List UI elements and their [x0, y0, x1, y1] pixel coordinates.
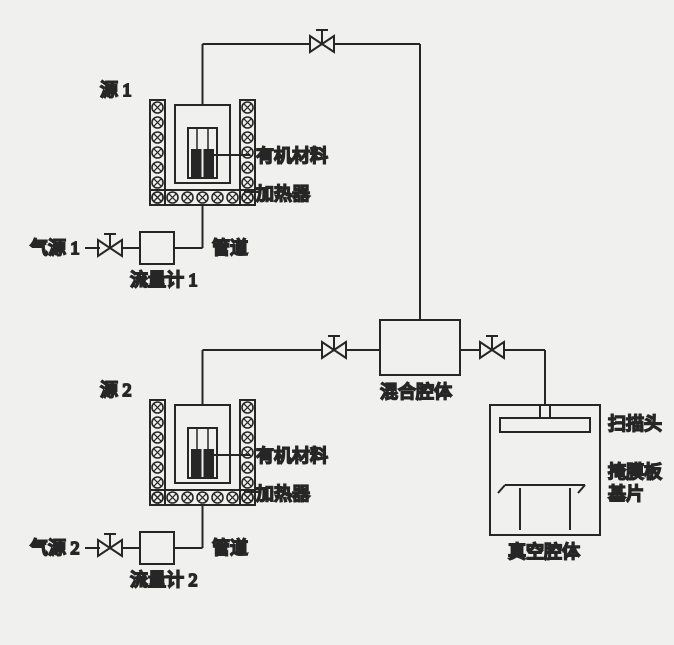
- flow2-label: 流量计 2: [130, 570, 198, 590]
- sub-label: 基片: [608, 484, 644, 504]
- mix-in-valve: [322, 336, 346, 358]
- vac-chamber: [490, 405, 600, 535]
- scan-head: [500, 418, 590, 432]
- scan-label: 扫描头: [608, 414, 662, 434]
- organic2-label: 有机材料: [256, 446, 328, 466]
- top-valve: [310, 30, 334, 52]
- gas2-label: 气源 2: [30, 538, 80, 558]
- organic1-label: 有机材料: [256, 146, 328, 166]
- mix-out-valve: [480, 336, 504, 358]
- gas1-valve: [98, 234, 122, 256]
- source2-label: 源 2: [100, 380, 132, 400]
- flow1-box: [140, 232, 174, 264]
- mix-chamber: [380, 320, 460, 375]
- source1-label: 源 1: [100, 80, 132, 100]
- mask-label: 掩膜板: [608, 462, 662, 482]
- pipe2-label: 管道: [212, 538, 248, 558]
- pipe1-label: 管道: [212, 238, 248, 258]
- gas2-valve: [98, 534, 122, 556]
- heater2-label: 加热器: [256, 484, 310, 504]
- flow2-box: [140, 532, 174, 564]
- process-diagram: 源 1 有机材料 加热器 气源 1 流量计 1 管道 源 2 有机材料 加热器 …: [0, 0, 674, 645]
- mix-label: 混合腔体: [380, 382, 452, 402]
- vac-label: 真空腔体: [508, 542, 580, 562]
- gas1-label: 气源 1: [30, 238, 80, 258]
- heater1-label: 加热器: [256, 184, 310, 204]
- flow1-label: 流量计 1: [130, 270, 198, 290]
